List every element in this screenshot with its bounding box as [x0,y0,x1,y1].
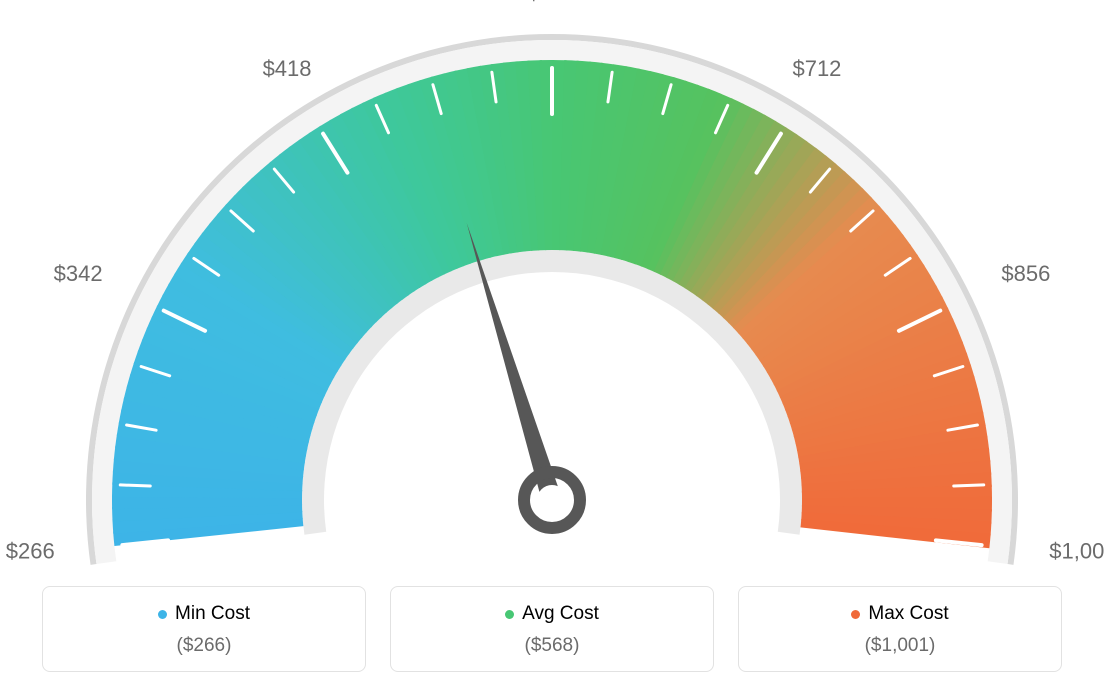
legend-value-avg: ($568) [391,635,713,657]
gauge-tick-label: $856 [1001,261,1050,286]
gauge-tick-label: $418 [263,56,312,81]
gauge-chart: $266 $342 $418 $568 $712 $856 $1,001 [0,0,1104,570]
legend-label-min: Min Cost [175,603,250,625]
legend-card-max: Max Cost ($1,001) [738,586,1062,672]
legend-card-min: Min Cost ($266) [42,586,366,672]
gauge-tick-label: $342 [54,261,103,286]
gauge-svg: $266 $342 $418 $568 $712 $856 $1,001 [0,0,1104,570]
legend-label-avg: Avg Cost [522,603,599,625]
legend-title-min: Min Cost [158,603,250,625]
legend-title-max: Max Cost [851,603,948,625]
legend-dot-max [851,610,860,619]
legend-row: Min Cost ($266) Avg Cost ($568) Max Cost… [0,586,1104,672]
legend-dot-min [158,610,167,619]
legend-value-min: ($266) [43,635,365,657]
gauge-tick-label: $712 [792,56,841,81]
gauge-tick-label: $568 [528,0,577,5]
gauge-tick-label: $1,001 [1049,538,1104,563]
legend-dot-avg [505,610,514,619]
gauge-tick-label: $266 [6,538,55,563]
legend-value-max: ($1,001) [739,635,1061,657]
legend-title-avg: Avg Cost [505,603,599,625]
legend-card-avg: Avg Cost ($568) [390,586,714,672]
legend-label-max: Max Cost [868,603,948,625]
